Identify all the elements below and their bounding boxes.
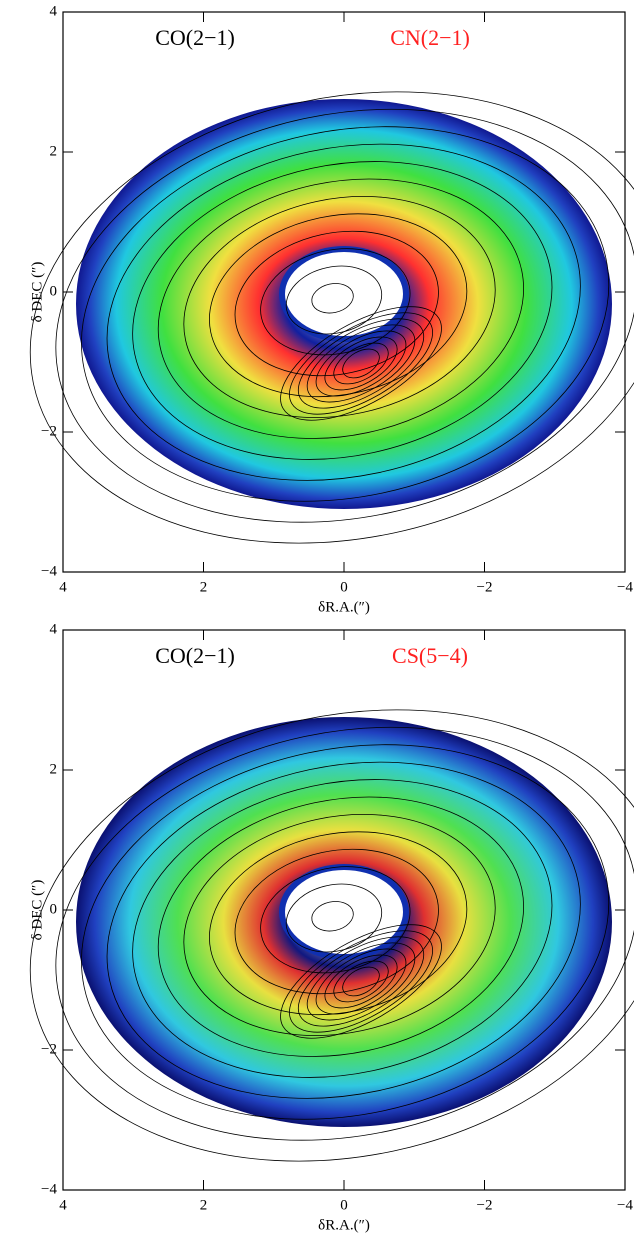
contour <box>29 91 634 544</box>
contour <box>315 330 407 397</box>
y-tick-label: −4 <box>41 1181 57 1197</box>
contour <box>260 866 411 974</box>
panel-label: CO(2−1) <box>155 25 235 50</box>
central-hole <box>279 246 409 342</box>
panel-label: CS(5−4) <box>392 643 468 668</box>
contour <box>289 312 433 415</box>
contour <box>81 126 610 502</box>
x-tick-label: −2 <box>477 579 493 595</box>
contour <box>29 709 634 1162</box>
contour <box>157 178 524 439</box>
contour <box>157 796 524 1057</box>
contour <box>209 831 468 1016</box>
contour <box>234 230 439 377</box>
contour <box>132 779 553 1078</box>
contour <box>209 213 468 398</box>
contour <box>324 954 398 1009</box>
contour <box>311 283 354 314</box>
contour <box>81 744 610 1120</box>
central-hole <box>279 864 409 960</box>
contour <box>234 848 439 995</box>
contour <box>306 324 416 403</box>
contour <box>55 108 634 523</box>
contour <box>183 813 496 1036</box>
contour <box>311 901 354 932</box>
contour <box>55 726 634 1141</box>
x-tick-label: −2 <box>477 1197 493 1213</box>
contour <box>280 306 442 421</box>
x-axis-label: δR.A.(″) <box>318 1217 370 1233</box>
contour <box>285 265 383 335</box>
contour <box>132 161 553 460</box>
y-tick-label: −2 <box>41 423 57 439</box>
x-axis-label: δR.A.(″) <box>318 599 370 615</box>
y-tick-label: −4 <box>41 563 57 579</box>
panel-label: CN(2−1) <box>390 25 470 50</box>
x-tick-label: 2 <box>200 1197 208 1213</box>
x-tick-label: 4 <box>59 579 67 595</box>
x-tick-label: 2 <box>200 579 208 595</box>
contour <box>297 936 425 1027</box>
contour <box>342 348 380 379</box>
contour <box>106 143 581 481</box>
x-tick-label: 0 <box>340 1197 348 1213</box>
y-axis-label: δ DEC (″) <box>29 262 45 323</box>
contour <box>183 195 496 418</box>
x-tick-label: 4 <box>59 1197 67 1213</box>
x-tick-label: 0 <box>340 579 348 595</box>
y-tick-label: 0 <box>50 283 58 299</box>
contour <box>306 942 416 1021</box>
contour <box>285 883 383 953</box>
contour <box>333 342 389 385</box>
y-tick-label: 4 <box>50 3 58 19</box>
contour <box>342 966 380 997</box>
y-tick-label: 2 <box>50 143 58 159</box>
y-tick-label: −2 <box>41 1041 57 1057</box>
y-tick-label: 2 <box>50 761 58 777</box>
contour <box>324 336 398 391</box>
contour <box>289 930 433 1033</box>
contour <box>333 960 389 1003</box>
contour <box>260 248 411 356</box>
panel-label: CO(2−1) <box>155 643 235 668</box>
x-tick-label: −4 <box>617 579 633 595</box>
x-tick-label: −4 <box>617 1197 633 1213</box>
y-axis-label: δ DEC (″) <box>29 880 45 941</box>
y-tick-label: 4 <box>50 621 58 637</box>
contour <box>106 761 581 1099</box>
y-tick-label: 0 <box>50 901 58 917</box>
contour <box>297 318 425 409</box>
contour <box>315 948 407 1015</box>
contour <box>280 924 442 1039</box>
